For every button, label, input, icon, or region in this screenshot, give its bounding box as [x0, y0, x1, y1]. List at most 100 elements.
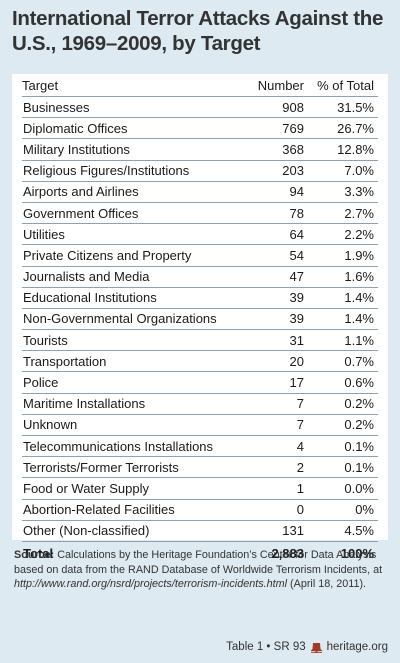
footer-citation: Table 1 • SR 93 [226, 641, 306, 653]
row-number: 908 [242, 96, 310, 119]
row-number: 2 [242, 456, 310, 479]
row-number: 17 [242, 371, 310, 394]
total-number: 2,883 [242, 540, 310, 566]
row-percent: 7.0% [310, 160, 378, 182]
row-number: 39 [242, 287, 310, 309]
total-percent: 100% [310, 540, 378, 566]
table-row: Unknown 7 0.2% [22, 414, 378, 437]
row-target: Journalists and Media [22, 266, 242, 288]
table-row: Educational Institutions 39 1.4% [22, 287, 378, 309]
row-number: 0 [242, 499, 310, 521]
row-percent: 3.3% [310, 181, 378, 203]
row-number: 20 [242, 350, 310, 373]
row-target: Tourists [22, 329, 242, 352]
table-row: Terrorists/Former Terrorists 2 0.1% [22, 456, 378, 479]
row-percent: 4.5% [310, 520, 378, 542]
liberty-bell-icon [310, 642, 323, 653]
table-row: Transportation 20 0.7% [22, 350, 378, 373]
row-target: Other (Non-classified) [22, 520, 242, 542]
row-target: Airports and Airlines [22, 181, 242, 203]
source-label: Source: [14, 549, 55, 561]
row-percent: 1.1% [310, 329, 378, 352]
table-row: Other (Non-classified) 131 4.5% [22, 520, 378, 542]
table-body: Businesses 908 31.5% Diplomatic Offices 769 2… [22, 96, 378, 542]
row-target: Telecommunications Installations [22, 435, 242, 458]
footer: Table 1 • SR 93 heritage.org [226, 641, 388, 653]
row-percent: 1.9% [310, 244, 378, 267]
table-row: Religious Figures/Institutions 203 7.0% [22, 160, 378, 182]
row-number: 78 [242, 202, 310, 225]
row-target: Abortion-Related Facilities [22, 499, 242, 521]
row-target: Government Offices [22, 202, 242, 225]
header-target: Target [22, 75, 242, 97]
table-row: Government Offices 78 2.7% [22, 202, 378, 225]
table-row: Businesses 908 31.5% [22, 96, 378, 119]
row-percent: 1.6% [310, 266, 378, 288]
row-target: Diplomatic Offices [22, 117, 242, 140]
source-text: Calculations by the Heritage Foundation’… [14, 549, 383, 576]
source-note: Source: Calculations by the Heritage Fou… [14, 548, 386, 592]
row-number: 47 [242, 266, 310, 288]
row-percent: 12.8% [310, 138, 378, 161]
table-row: Non-Governmental Organizations 39 1.4% [22, 308, 378, 331]
chart-title: International Terror Attacks Against the… [12, 7, 384, 55]
row-percent: 0.0% [310, 477, 378, 500]
row-number: 54 [242, 244, 310, 267]
table-row: Police 17 0.6% [22, 371, 378, 394]
row-target: Utilities [22, 223, 242, 246]
footer-site[interactable]: heritage.org [326, 641, 388, 653]
row-percent: 0.1% [310, 435, 378, 458]
data-table: Target Number % of Total Businesses 908 31… [22, 75, 378, 566]
table-row: Abortion-Related Facilities 0 0% [22, 499, 378, 521]
table-row: Tourists 31 1.1% [22, 329, 378, 352]
row-number: 368 [242, 138, 310, 161]
row-number: 7 [242, 414, 310, 437]
row-number: 64 [242, 223, 310, 246]
row-target: Educational Institutions [22, 287, 242, 309]
row-target: Transportation [22, 350, 242, 373]
row-target: Military Institutions [22, 138, 242, 161]
row-percent: 0.7% [310, 350, 378, 373]
row-target: Police [22, 371, 242, 394]
header-percent: % of Total [310, 75, 378, 97]
row-target: Maritime Installations [22, 393, 242, 415]
total-row: Total 2,883 100% [22, 540, 378, 566]
row-number: 94 [242, 181, 310, 203]
table-row: Journalists and Media 47 1.6% [22, 266, 378, 288]
row-percent: 0.2% [310, 393, 378, 415]
row-percent: 26.7% [310, 117, 378, 140]
row-number: 31 [242, 329, 310, 352]
row-percent: 2.2% [310, 223, 378, 246]
table-row: Private Citizens and Property 54 1.9% [22, 244, 378, 267]
header-number: Number [242, 75, 310, 97]
table-row: Food or Water Supply 1 0.0% [22, 477, 378, 500]
table-panel: Target Number % of Total Businesses 908 31… [12, 74, 388, 566]
table-row: Telecommunications Installations 4 0.1% [22, 435, 378, 458]
row-percent: 1.4% [310, 287, 378, 309]
row-target: Unknown [22, 414, 242, 437]
source-date: (April 18, 2011). [287, 578, 367, 590]
row-percent: 0% [310, 499, 378, 521]
row-target: Businesses [22, 96, 242, 119]
row-target: Non-Governmental Organizations [22, 308, 242, 331]
row-percent: 2.7% [310, 202, 378, 225]
table-row: Maritime Installations 7 0.2% [22, 393, 378, 415]
table-row: Diplomatic Offices 769 26.7% [22, 117, 378, 140]
row-number: 769 [242, 117, 310, 140]
table-row: Airports and Airlines 94 3.3% [22, 181, 378, 203]
row-number: 203 [242, 160, 310, 182]
row-percent: 0.6% [310, 371, 378, 394]
row-target: Private Citizens and Property [22, 244, 242, 267]
row-percent: 31.5% [310, 96, 378, 119]
row-number: 39 [242, 308, 310, 331]
row-percent: 0.2% [310, 414, 378, 437]
row-number: 1 [242, 477, 310, 500]
row-number: 4 [242, 435, 310, 458]
source-url[interactable]: http://www.rand.org/nsrd/projects/terror… [14, 578, 288, 590]
row-target: Food or Water Supply [22, 477, 242, 500]
table-row: Utilities 64 2.2% [22, 223, 378, 246]
row-number: 131 [242, 520, 310, 542]
header-row: Target Number % of Total [22, 75, 378, 97]
row-number: 7 [242, 393, 310, 415]
table-row: Military Institutions 368 12.8% [22, 138, 378, 161]
